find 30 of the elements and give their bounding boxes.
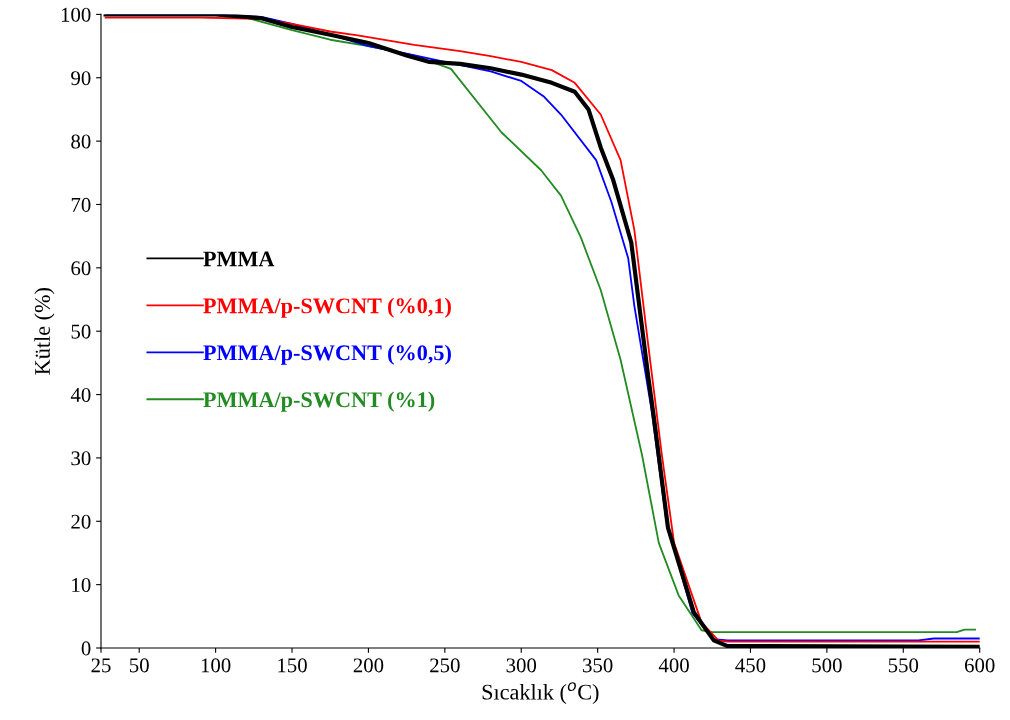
x-tick-label: 600 <box>964 658 995 673</box>
y-tick-label: 0 <box>81 641 91 656</box>
x-tick-label: 500 <box>812 658 842 673</box>
y-tick-label: 70 <box>71 197 91 212</box>
y-tick-label: 20 <box>71 514 91 529</box>
legend-label: PMMA/p-SWCNT (%0,1) <box>203 297 451 318</box>
x-tick-label: 25 <box>91 658 111 673</box>
x-tick-label: 300 <box>506 658 537 673</box>
x-tick-label: 450 <box>735 658 766 673</box>
x-tick-label: 200 <box>353 658 384 673</box>
y-tick-label: 50 <box>71 324 91 339</box>
y-tick-label: 80 <box>71 134 91 149</box>
legend-label: PMMA/p-SWCNT (%1) <box>203 391 435 412</box>
x-tick-label: 550 <box>888 658 919 673</box>
x-tick-label: 350 <box>583 658 613 673</box>
x-tick-label: 100 <box>201 658 231 673</box>
legend-label: PMMA <box>203 251 275 267</box>
y-tick-label: 30 <box>71 451 91 466</box>
y-tick-label: 90 <box>71 71 91 86</box>
legend-label: PMMA/p-SWCNT (%0,5) <box>203 344 451 365</box>
x-tick-label: 250 <box>430 658 460 673</box>
x-tick-label: 50 <box>130 658 149 673</box>
y-tick-label: 60 <box>71 261 91 276</box>
y-tick-label: 40 <box>70 387 91 402</box>
y-tick-label: 10 <box>72 578 91 593</box>
y-tick-label: 100 <box>61 7 91 22</box>
x-tick-label: 150 <box>278 658 307 673</box>
x-axis-title: Sıcaklık ($^{o}$C) <box>482 682 599 705</box>
y-axis-title: Kütle (%) <box>34 288 55 375</box>
x-tick-label: 400 <box>658 658 689 673</box>
